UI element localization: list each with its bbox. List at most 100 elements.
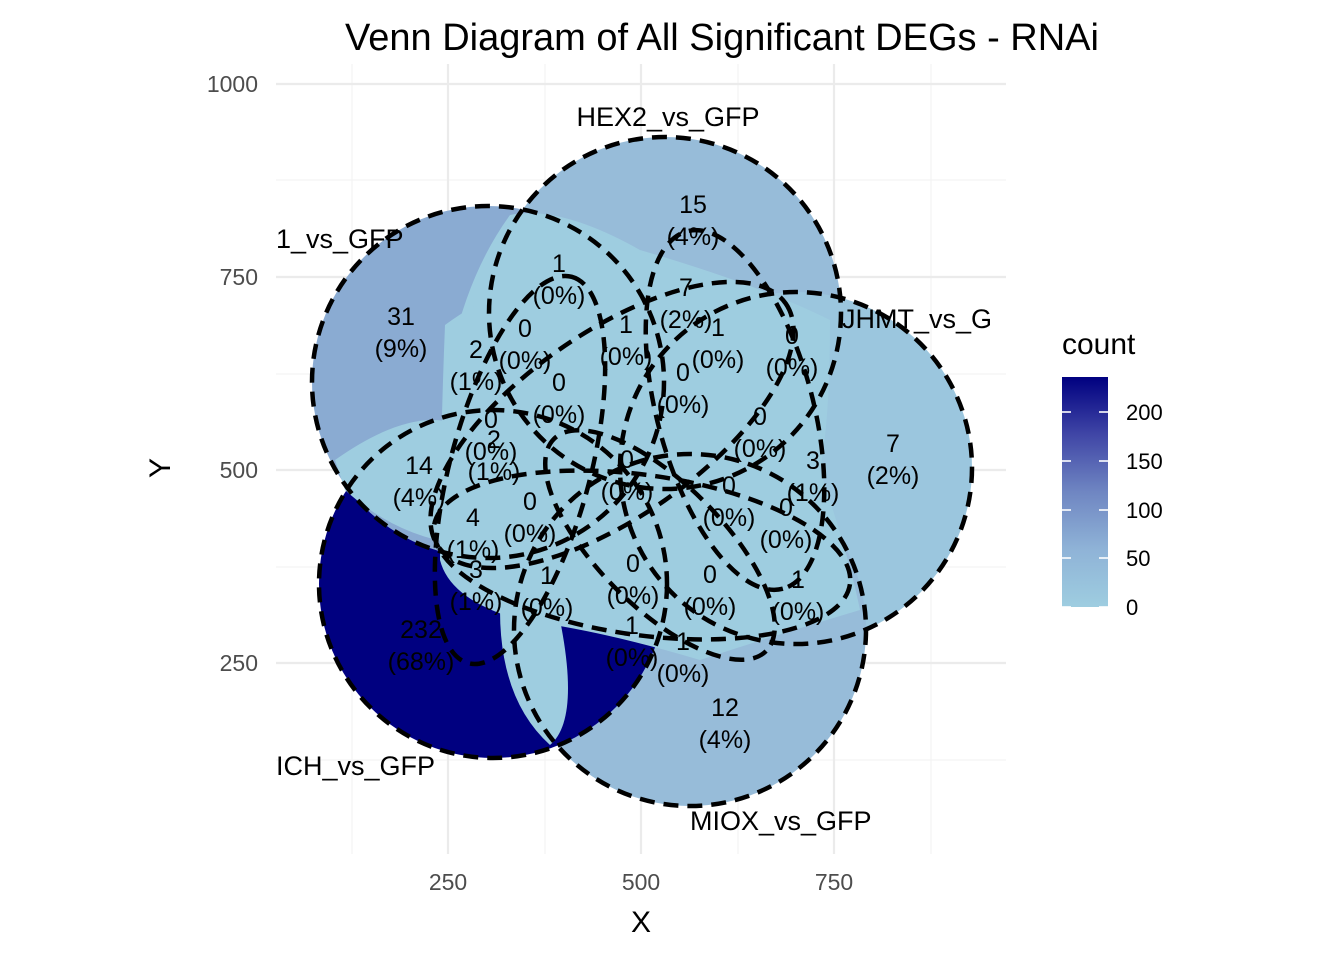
region-percent: (0%) (521, 594, 574, 622)
region-percent: (1%) (468, 458, 521, 486)
region-count: 0 (620, 446, 634, 474)
region-percent: (4%) (699, 726, 752, 754)
x-tick-label: 500 (622, 869, 660, 895)
y-axis-title: Y (144, 458, 177, 478)
region-percent: (0%) (657, 391, 710, 419)
region-count: 1 (552, 250, 566, 278)
region-count: 1 (540, 562, 554, 590)
set-labels: 1_vs_GFP HEX2_vs_GFP JHMT_vs_G MIOX_vs_G… (276, 102, 992, 836)
y-tick-label: 250 (220, 650, 258, 676)
set-label-hex2: HEX2_vs_GFP (576, 102, 759, 132)
chart-title: Venn Diagram of All Significant DEGs - R… (345, 17, 1099, 59)
region-count: 7 (886, 430, 900, 458)
region-percent: (0%) (684, 593, 737, 621)
region-count: 14 (405, 452, 433, 480)
set-ellipse-3 (431, 468, 853, 642)
region-percent: (4%) (393, 484, 446, 512)
region-percent: (2%) (660, 306, 713, 334)
y-tick-label: 1000 (207, 71, 258, 97)
region-percent: (0%) (657, 660, 710, 688)
region-percent: (0%) (499, 347, 552, 375)
region-percent: (0%) (504, 520, 557, 548)
region-count: 0 (785, 322, 799, 350)
region-count: 2 (469, 336, 483, 364)
region-count: 0 (518, 315, 532, 343)
y-axis: 1000 750 500 250 Y (144, 71, 258, 676)
region-percent: (0%) (606, 644, 659, 672)
legend-tick-label: 150 (1126, 449, 1163, 474)
set-label-miox: MIOX_vs_GFP (690, 806, 872, 836)
region-count: 15 (679, 191, 707, 219)
region-percent: (2%) (867, 462, 920, 490)
region-percent: (0%) (600, 343, 653, 371)
x-tick-label: 750 (815, 869, 853, 895)
legend-tick-label: 0 (1126, 595, 1138, 620)
region-percent: (0%) (601, 478, 654, 506)
region-percent: (0%) (692, 346, 745, 374)
region-count: 0 (523, 488, 537, 516)
region-percent: (1%) (447, 536, 500, 564)
region-count: 1 (619, 311, 633, 339)
set-label-1: 1_vs_GFP (276, 224, 404, 254)
region-percent: (0%) (772, 598, 825, 626)
region-count: 1 (791, 566, 805, 594)
set-label-jhmt: JHMT_vs_G (842, 304, 992, 334)
region-count: 1 (625, 612, 639, 640)
legend-title: count (1062, 328, 1136, 361)
region-count: 0 (703, 561, 717, 589)
set-outlines (309, 134, 975, 809)
region-count: 0 (753, 403, 767, 431)
y-tick-label: 750 (220, 264, 258, 290)
set-ellipse-1 (428, 279, 796, 571)
region-count: 1 (711, 314, 725, 342)
region-count: 0 (779, 494, 793, 522)
region-count: 0 (626, 550, 640, 578)
region-percent: (68%) (388, 648, 455, 676)
region-count: 31 (387, 303, 415, 331)
region-count: 0 (484, 406, 498, 434)
region-percent: (1%) (450, 368, 503, 396)
region-percent: (9%) (375, 335, 428, 363)
region-count: 3 (806, 447, 820, 475)
legend-colorbar (1062, 377, 1108, 607)
region-percent: (0%) (760, 526, 813, 554)
region-percent: (0%) (703, 504, 756, 532)
x-axis: 250 500 750 X (429, 869, 853, 939)
x-tick-label: 250 (429, 869, 467, 895)
set-ellipse-4 (432, 273, 608, 667)
region-count: 232 (400, 616, 442, 644)
set-ellipse-2 (643, 227, 827, 593)
region-count: 1 (676, 628, 690, 656)
region-count: 3 (469, 556, 483, 584)
region-count: 12 (711, 694, 739, 722)
region-count: 0 (722, 472, 736, 500)
set-circle-hex2 (486, 134, 844, 492)
region-percent: (0%) (607, 582, 660, 610)
region-percent: (1%) (787, 479, 840, 507)
region-percent: (0%) (533, 282, 586, 310)
region-labels: 15(4%)31(9%)7(2%)12(4%)232(68%)1(0%) 7(2%… (375, 191, 920, 754)
region-percent: (4%) (667, 223, 720, 251)
legend-tick-label: 200 (1126, 400, 1163, 425)
region-count: 0 (676, 359, 690, 387)
set-ellipse-5 (542, 427, 778, 663)
region-count: 7 (679, 274, 693, 302)
set-label-ich: ICH_vs_GFP (276, 751, 435, 781)
legend: count 200 150 100 50 0 (1062, 328, 1163, 620)
region-count: 0 (552, 369, 566, 397)
region-count: 4 (466, 504, 480, 532)
set-circle-miox (511, 451, 869, 809)
set-circle-ich (316, 407, 670, 761)
region-percent: (0%) (766, 354, 819, 382)
set-circle-1 (309, 203, 667, 561)
region-percent: (0%) (533, 401, 586, 429)
x-axis-title: X (631, 906, 651, 939)
region-percent: (0%) (734, 435, 787, 463)
region-percent: (0%) (465, 438, 518, 466)
legend-tick-label: 100 (1126, 498, 1163, 523)
legend-tick-label: 50 (1126, 546, 1150, 571)
y-tick-label: 500 (220, 457, 258, 483)
region-percent: (1%) (450, 588, 503, 616)
region-count: 2 (487, 426, 501, 454)
